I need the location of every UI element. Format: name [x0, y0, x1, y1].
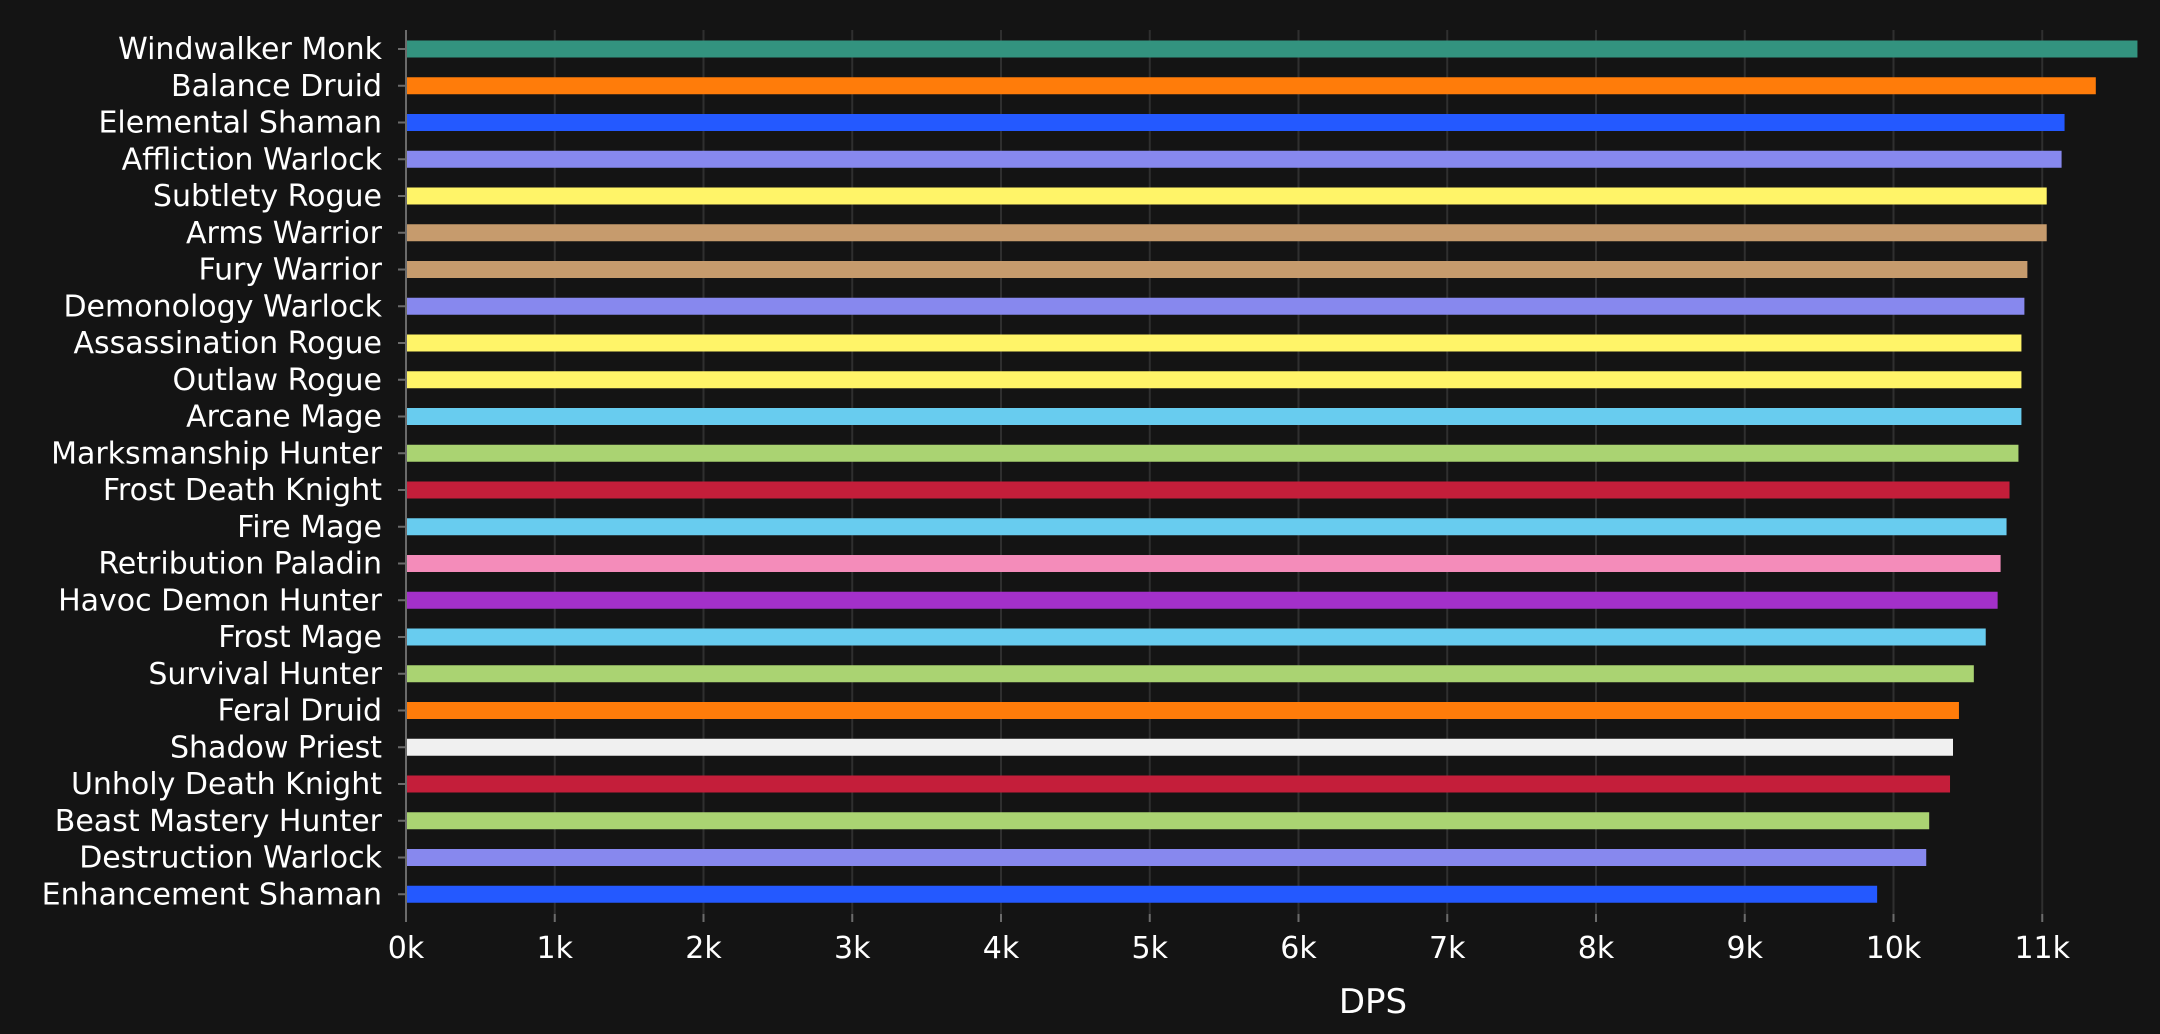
- bar: [407, 738, 1953, 756]
- bar: [407, 40, 2138, 58]
- category-label: Beast Mastery Hunter: [55, 804, 383, 839]
- grid-lines: [553, 30, 2044, 914]
- category-label: Balance Druid: [171, 69, 382, 104]
- bar: [407, 224, 2047, 242]
- category-label: Feral Druid: [218, 694, 383, 729]
- bar: [407, 261, 2028, 278]
- x-tick-label: 2k: [685, 931, 722, 966]
- x-tick-label: 10k: [1866, 931, 1922, 966]
- bar: [407, 334, 2022, 352]
- category-label: Frost Death Knight: [103, 473, 382, 508]
- bar: [407, 408, 2022, 425]
- x-tick-label: 3k: [834, 931, 871, 966]
- bar: [407, 518, 2007, 536]
- bar: [407, 665, 1974, 683]
- bar: [407, 591, 1998, 609]
- x-tick-label: 1k: [537, 931, 574, 966]
- x-tick-label: 9k: [1727, 931, 1764, 966]
- category-label: Assassination Rogue: [73, 326, 382, 361]
- x-tick-label: 7k: [1429, 931, 1466, 966]
- bar: [407, 885, 1878, 903]
- bars: [407, 40, 2138, 903]
- category-label: Arcane Mage: [186, 400, 382, 435]
- bar: [407, 555, 2001, 572]
- category-label: Elemental Shaman: [98, 106, 382, 141]
- bar: [407, 849, 1927, 866]
- bar: [407, 444, 2019, 462]
- bar: [407, 114, 2065, 131]
- category-label: Enhancement Shaman: [42, 877, 382, 912]
- bar: [407, 481, 2010, 499]
- bar: [407, 628, 1986, 646]
- x-tick-label: 4k: [983, 931, 1020, 966]
- category-label: Affliction Warlock: [122, 142, 383, 177]
- bar: [407, 77, 2096, 95]
- category-label: Fire Mage: [237, 510, 382, 545]
- x-axis-title: DPS: [1339, 982, 1407, 1022]
- bar: [407, 775, 1951, 793]
- x-tick-label: 0k: [388, 931, 425, 966]
- category-label: Subtlety Rogue: [153, 179, 382, 214]
- category-label: Destruction Warlock: [79, 841, 382, 876]
- category-label: Demonology Warlock: [63, 289, 382, 324]
- category-label: Survival Hunter: [148, 657, 382, 692]
- category-label: Fury Warrior: [198, 253, 382, 288]
- axes: [398, 30, 2044, 922]
- category-label: Windwalker Monk: [118, 32, 383, 67]
- x-tick-label: 5k: [1132, 931, 1169, 966]
- x-tick-label: 11k: [2014, 931, 2070, 966]
- category-label: Marksmanship Hunter: [51, 436, 383, 471]
- x-tick-label: 8k: [1578, 931, 1615, 966]
- bar: [407, 812, 1930, 830]
- category-label: Shadow Priest: [170, 730, 382, 765]
- category-label: Outlaw Rogue: [172, 363, 382, 398]
- bar: [407, 297, 2025, 315]
- category-label: Retribution Paladin: [98, 547, 382, 582]
- x-tick-label: 6k: [1280, 931, 1317, 966]
- category-label: Arms Warrior: [186, 216, 383, 251]
- bar: [407, 150, 2062, 168]
- category-label: Havoc Demon Hunter: [58, 583, 383, 618]
- bar: [407, 187, 2047, 205]
- x-tick-labels: 0k 1k 2k 3k 4k 5k 6k 7k 8k 9k 10k 11k: [388, 931, 2071, 966]
- bar: [407, 371, 2022, 389]
- category-label: Unholy Death Knight: [71, 767, 382, 802]
- bar: [407, 702, 1959, 719]
- category-label: Frost Mage: [218, 620, 382, 655]
